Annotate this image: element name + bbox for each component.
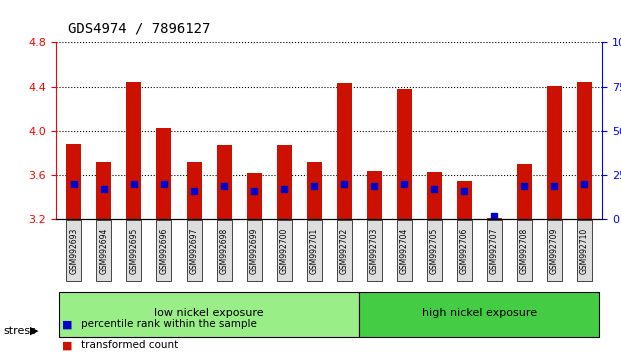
Bar	[427, 219, 442, 281]
Bar	[96, 162, 111, 219]
Text: GSM992709: GSM992709	[550, 223, 559, 278]
Text: GSM992699: GSM992699	[250, 227, 258, 274]
Bar	[517, 164, 532, 219]
Text: GSM992706: GSM992706	[460, 227, 469, 274]
Text: GSM992704: GSM992704	[400, 223, 409, 278]
Text: GSM992705: GSM992705	[430, 227, 438, 274]
Bar	[59, 292, 359, 337]
Text: GSM992694: GSM992694	[99, 227, 109, 274]
Text: GSM992693: GSM992693	[70, 223, 78, 278]
Text: GSM992709: GSM992709	[550, 227, 559, 274]
Text: high nickel exposure: high nickel exposure	[422, 308, 537, 318]
Text: GSM992710: GSM992710	[580, 223, 589, 278]
Bar	[96, 219, 111, 281]
Bar	[456, 181, 472, 219]
Bar	[127, 219, 142, 281]
Text: transformed count: transformed count	[81, 341, 178, 350]
Bar	[247, 173, 261, 219]
Text: GSM992699: GSM992699	[250, 223, 258, 278]
Text: GSM992701: GSM992701	[310, 223, 319, 278]
Bar	[517, 219, 532, 281]
Text: ■: ■	[62, 319, 73, 329]
Text: GSM992697: GSM992697	[189, 227, 199, 274]
Text: GSM992696: GSM992696	[160, 227, 168, 274]
Text: GSM992704: GSM992704	[400, 227, 409, 274]
Text: GSM992702: GSM992702	[340, 223, 348, 278]
Text: ▶: ▶	[30, 326, 39, 336]
Text: low nickel exposure: low nickel exposure	[154, 308, 264, 318]
Text: GSM992698: GSM992698	[220, 227, 229, 274]
Text: GSM992710: GSM992710	[580, 227, 589, 274]
Text: stress: stress	[3, 326, 36, 336]
Text: GSM992694: GSM992694	[99, 223, 109, 278]
Text: ■: ■	[62, 341, 73, 350]
Text: GSM992707: GSM992707	[490, 223, 499, 278]
Bar	[456, 219, 472, 281]
Text: percentile rank within the sample: percentile rank within the sample	[81, 319, 256, 329]
Bar	[337, 219, 351, 281]
Bar	[276, 219, 292, 281]
Text: GSM992707: GSM992707	[490, 227, 499, 274]
Bar	[427, 172, 442, 219]
Text: GSM992700: GSM992700	[279, 223, 289, 278]
Bar	[66, 219, 81, 281]
Text: GSM992703: GSM992703	[369, 227, 379, 274]
Bar	[359, 292, 599, 337]
Bar	[397, 89, 412, 219]
Bar	[156, 219, 171, 281]
Text: GDS4974 / 7896127: GDS4974 / 7896127	[68, 21, 211, 35]
Bar	[127, 82, 142, 219]
Bar	[547, 86, 562, 219]
Bar	[397, 219, 412, 281]
Text: GSM992708: GSM992708	[520, 223, 529, 278]
Bar	[366, 171, 382, 219]
Text: GSM992705: GSM992705	[430, 223, 438, 278]
Text: GSM992701: GSM992701	[310, 227, 319, 274]
Text: GSM992703: GSM992703	[369, 223, 379, 278]
Text: GSM992693: GSM992693	[70, 227, 78, 274]
Text: GSM992696: GSM992696	[160, 223, 168, 278]
Bar	[337, 84, 351, 219]
Bar	[247, 219, 261, 281]
Text: GSM992702: GSM992702	[340, 227, 348, 274]
Text: GSM992695: GSM992695	[129, 223, 138, 278]
Bar	[186, 162, 202, 219]
Bar	[577, 82, 592, 219]
Bar	[307, 162, 322, 219]
Bar	[217, 219, 232, 281]
Bar	[487, 219, 502, 281]
Bar	[276, 145, 292, 219]
Text: GSM992708: GSM992708	[520, 227, 529, 274]
Bar	[307, 219, 322, 281]
Bar	[577, 219, 592, 281]
Text: GSM992700: GSM992700	[279, 227, 289, 274]
Bar	[366, 219, 382, 281]
Text: GSM992706: GSM992706	[460, 223, 469, 278]
Text: GSM992698: GSM992698	[220, 223, 229, 278]
Bar	[66, 144, 81, 219]
Bar	[186, 219, 202, 281]
Bar	[487, 218, 502, 219]
Text: GSM992695: GSM992695	[129, 227, 138, 274]
Bar	[547, 219, 562, 281]
Bar	[156, 128, 171, 219]
Text: GSM992697: GSM992697	[189, 223, 199, 278]
Bar	[217, 145, 232, 219]
